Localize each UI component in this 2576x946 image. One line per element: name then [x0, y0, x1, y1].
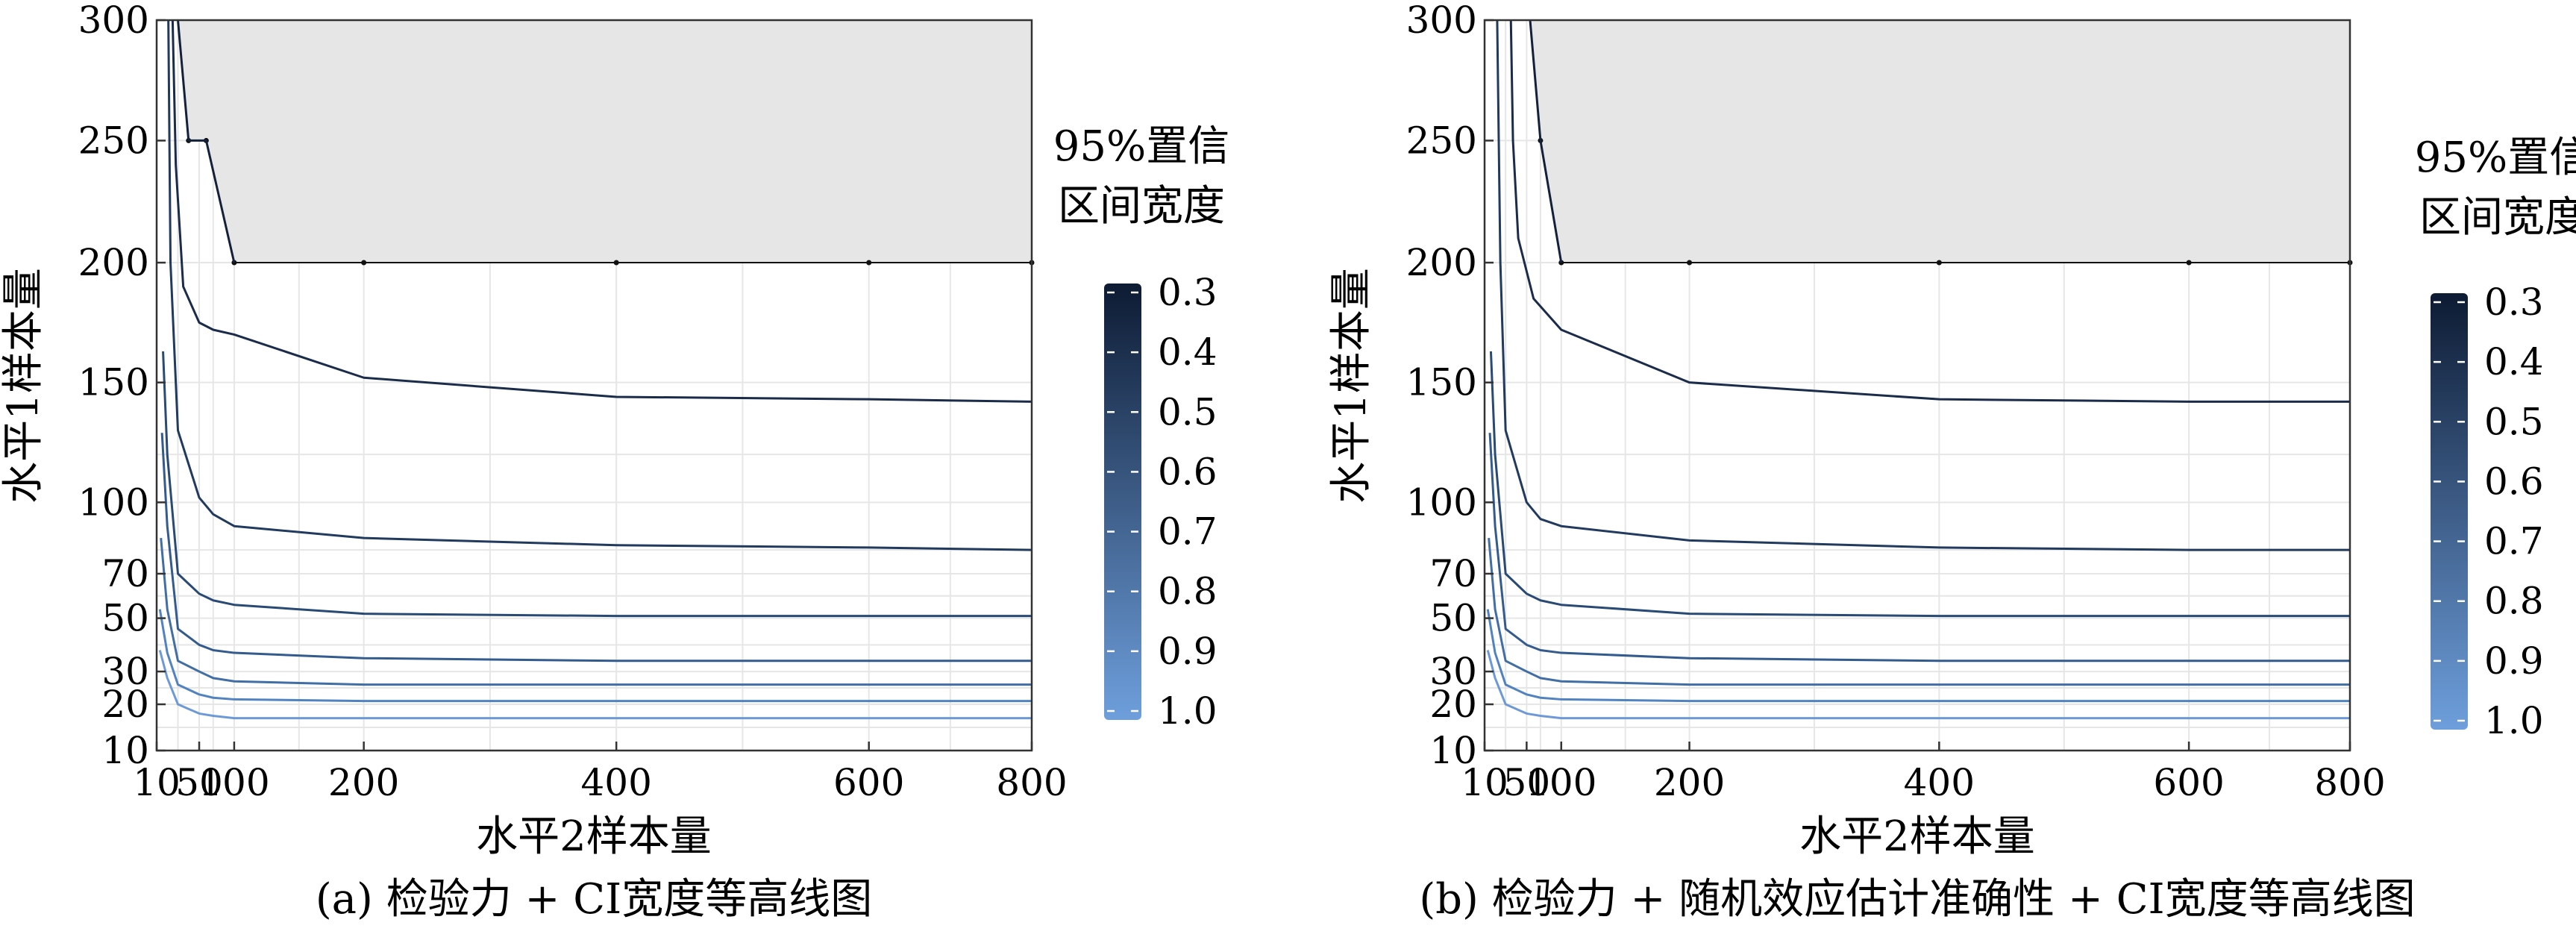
y-tick-label: 20	[101, 683, 149, 726]
y-tick-label: 150	[1406, 361, 1477, 404]
y-tick-label: 20	[1429, 683, 1477, 726]
y-tick-label: 50	[101, 597, 149, 640]
colorbar-label: 0.3	[2484, 281, 2544, 324]
colorbar-label: 1.0	[2484, 699, 2544, 742]
x-tick-label: 10	[1461, 761, 1508, 804]
y-tick-label: 300	[78, 0, 149, 42]
colorbar-gradient	[1104, 284, 1141, 720]
contour-lines	[1486, 19, 2350, 720]
boundary-marker	[2186, 260, 2192, 266]
y-tick-label: 250	[78, 119, 149, 162]
contour-line-0.9	[158, 609, 1032, 703]
contour-line-0.8	[160, 538, 1032, 686]
y-tick-label: 250	[1406, 119, 1477, 162]
contour-line-0.6	[162, 351, 1032, 618]
x-tick-label: 800	[2314, 761, 2385, 804]
plot-frame	[1483, 19, 2351, 752]
y-tick-label: 30	[101, 650, 149, 693]
colorbar-label: 0.9	[2484, 639, 2544, 683]
colorbar-gradient	[2431, 293, 2468, 730]
contour-line-0.6	[1489, 351, 2350, 618]
y-tick-label: 300	[1406, 0, 1477, 42]
y-axis-title: 水平1样本量	[1327, 268, 1376, 504]
y-tick-label: 70	[101, 552, 149, 595]
x-tick-label: 200	[328, 761, 399, 804]
colorbar-label: 1.0	[1158, 689, 1218, 733]
infeasible-region	[177, 19, 1032, 264]
colorbar-label: 0.4	[1158, 331, 1218, 374]
contour-line-1	[158, 650, 1032, 720]
x-axis-title: 水平2样本量	[476, 812, 712, 861]
colorbar-label: 0.3	[1158, 271, 1218, 314]
boundary-marker	[1687, 260, 1693, 266]
y-axis-title: 水平1样本量	[0, 268, 48, 504]
contour-line-0.3	[177, 19, 236, 263]
contour-line-0.4	[171, 19, 1032, 403]
x-axis-title: 水平2样本量	[1799, 812, 2035, 861]
x-tick-label: 600	[833, 761, 904, 804]
x-tick-label: 600	[2153, 761, 2224, 804]
colorbar-title-line: 95%置信	[1053, 122, 1229, 171]
x-tick-label: 400	[580, 761, 651, 804]
colorbar-label: 0.4	[2484, 340, 2544, 383]
y-tick-label: 10	[1429, 729, 1477, 772]
colorbar-label: 0.8	[2484, 580, 2544, 623]
contour-line-1	[1486, 650, 2350, 720]
y-tick-label: 200	[1406, 241, 1477, 284]
panel-caption: (b) 检验力 + 随机效应估计准确性 + CI宽度等高线图	[1419, 875, 2415, 924]
panel-caption: (a) 检验力 + CI宽度等高线图	[316, 875, 872, 924]
contour-line-0.8	[1488, 538, 2350, 686]
y-tick-label: 150	[78, 361, 149, 404]
boundary-marker	[613, 260, 619, 266]
colorbar-label: 0.5	[2484, 400, 2544, 443]
y-tick-label: 10	[101, 729, 149, 772]
y-tick-label: 100	[1406, 480, 1477, 524]
colorbar-label: 0.6	[2484, 460, 2544, 503]
y-tick-label: 70	[1429, 552, 1477, 595]
boundary-marker	[866, 260, 872, 266]
x-tick-label: 100	[1526, 761, 1596, 804]
x-tick-label: 50	[1503, 761, 1551, 804]
colorbar-label: 0.7	[1158, 510, 1218, 554]
x-tick-label: 100	[198, 761, 269, 804]
colorbar-title-line: 区间宽度	[1058, 182, 1225, 231]
plot-frame	[155, 19, 1033, 752]
contour-line-0.4	[1509, 19, 2350, 403]
colorbar-label: 0.5	[1158, 390, 1218, 433]
x-tick-label: 200	[1654, 761, 1725, 804]
infeasible-region	[1529, 19, 2351, 264]
x-tick-label: 50	[175, 761, 223, 804]
contour-line-0.7	[1488, 433, 2350, 662]
x-tick-label: 400	[1904, 761, 1975, 804]
colorbar-title-line: 区间宽度	[2419, 193, 2576, 242]
y-tick-label: 30	[1429, 650, 1477, 693]
contour-line-0.3	[1529, 19, 1563, 263]
colorbar-label: 0.7	[2484, 520, 2544, 563]
y-tick-label: 50	[1429, 597, 1477, 640]
boundary-marker	[361, 260, 367, 266]
x-tick-label: 10	[133, 761, 181, 804]
y-tick-label: 100	[78, 480, 149, 524]
contour-line-0.5	[167, 19, 1032, 551]
boundary-marker	[1936, 260, 1942, 266]
y-tick-label: 200	[78, 241, 149, 284]
x-tick-label: 800	[996, 761, 1067, 804]
colorbar-label: 0.8	[1158, 570, 1218, 613]
contour-line-0.7	[160, 433, 1032, 662]
contour-line-0.5	[1496, 19, 2350, 551]
colorbar-title-line: 95%置信	[2415, 134, 2576, 182]
contour-lines	[158, 19, 1032, 720]
colorbar-label: 0.9	[1158, 630, 1218, 673]
colorbar-label: 0.6	[1158, 450, 1218, 493]
contour-line-0.9	[1486, 609, 2350, 703]
